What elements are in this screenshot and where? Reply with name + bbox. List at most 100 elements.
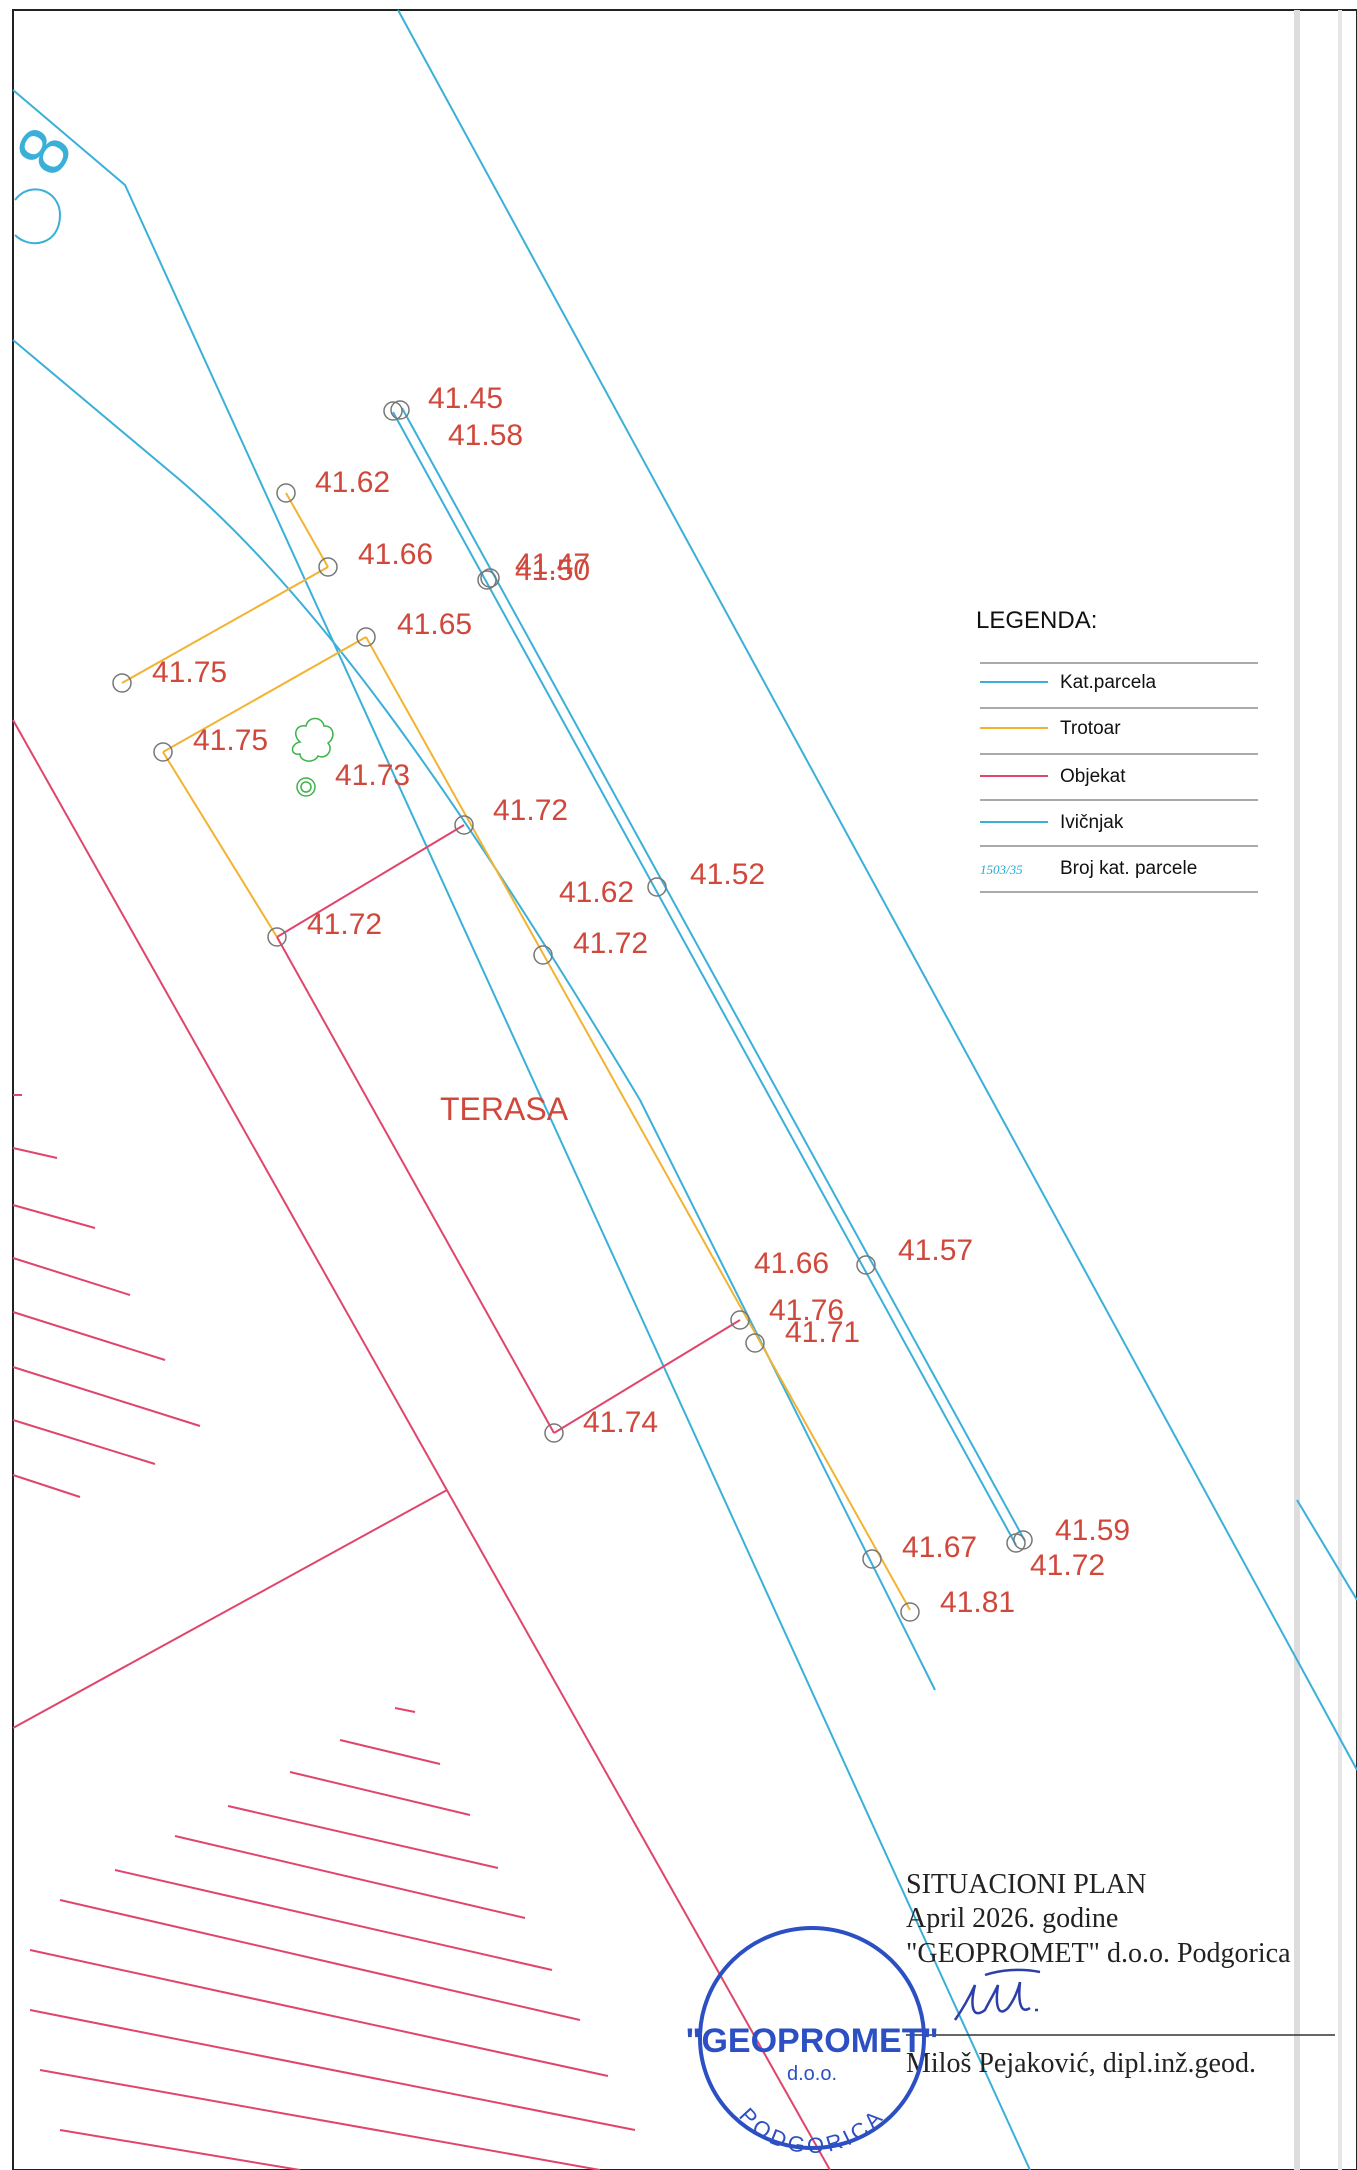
hatch-line [227,1805,499,1869]
elevation-label: 41.72 [1030,1549,1105,1582]
elevation-label: 41.74 [583,1406,658,1439]
curb-line [392,411,1017,1546]
elevation-labels: 41.45 41.58 41.62 41.66 41.47 41.50 41.6… [152,382,1130,1619]
legend: LEGENDA: Kat.parcela Trotoar Objekat Ivi… [976,607,1258,893]
parcel-boundary [397,9,1357,1771]
stamp-outer-ring [698,1926,926,2150]
elevation-label: 41.57 [898,1234,973,1267]
survey-points [112,400,1033,1622]
tree-icon [291,717,334,797]
stamp-sub: d.o.o. [787,2063,837,2085]
stamp-name: "GEOPROMET" [685,2022,938,2060]
map-frame [12,9,1357,2170]
survey-point [647,877,667,897]
survey-point [383,401,403,421]
legend-label-ivicnjak: Ivičnjak [1060,812,1124,833]
hatch-line [114,1869,553,1971]
title-block: SITUACIONI PLAN April 2026. godine "GEOP… [906,1869,1335,2079]
survey-point [454,815,474,835]
hatch-line [29,2009,636,2131]
elevation-label: 41.76 [769,1294,844,1327]
elevation-label: 41.52 [690,858,765,891]
building-edge [276,936,555,1434]
parcel-number-circle [14,188,62,245]
survey-point [856,1255,876,1275]
sidewalk-edge [285,492,329,568]
elevation-label: 41.73 [335,759,410,792]
survey-point [480,568,500,588]
elevation-label: 41.62 [559,876,634,909]
signature [953,1968,1041,2021]
survey-point [318,557,338,577]
survey-point [356,627,376,647]
tree-crown [291,717,334,762]
survey-point [112,673,132,693]
elevation-label: 41.72 [573,927,648,960]
ivicnjak-lines [392,407,1026,1546]
sidewalk-edge [121,566,329,684]
sidewalk-edge [162,636,367,753]
elevation-label: 41.58 [448,419,523,452]
parcel-boundary [12,339,936,1691]
trotoar-lines [121,492,911,1611]
building-hatch [12,1094,636,2170]
kat-parcela-lines [12,9,1357,2170]
hatch-line [12,1474,81,1498]
curb-line [401,407,1026,1542]
elevation-label: 41.75 [152,656,227,689]
building-edge [276,824,465,938]
tree-trunk-point [296,777,316,797]
plan-title: SITUACIONI PLAN [906,1869,1146,1900]
elevation-label: 41.47 [515,548,590,581]
legend-label-broj-parcele: Broj kat. parcele [1060,858,1197,879]
elevation-label: 41.71 [785,1316,860,1349]
elevation-label: 41.72 [493,794,568,827]
company-stamp: "GEOPROMET" d.o.o. PODGORICA [685,1926,939,2159]
survey-point [390,400,410,420]
objekat-lines [12,719,831,2170]
elevation-label: 41.67 [902,1531,977,1564]
survey-point [862,1549,882,1569]
elevation-label: 41.72 [307,908,382,941]
hatch-line [12,1311,166,1361]
survey-point [900,1602,920,1622]
hatch-line [12,1147,58,1159]
survey-point [1013,1530,1033,1550]
sidewalk-edge [162,751,278,938]
survey-point [533,945,553,965]
elevation-label: 41.50 [515,554,590,587]
hatch-line [12,1204,96,1229]
hatch-line [12,1257,131,1296]
survey-point [267,927,287,947]
elevation-label: 41.62 [315,466,390,499]
hatch-line [12,1419,156,1465]
parcel-boundary [1296,1499,1357,1601]
building-edge [12,1489,448,1729]
elevation-label: 41.45 [428,382,503,415]
parcel-boundary [12,89,1031,2170]
survey-point [544,1423,564,1443]
sidewalk-edge [365,636,911,1611]
hatch-line [39,2069,601,2170]
hatch-line [29,1949,609,2077]
plan-date: April 2026. godine [906,1903,1118,1934]
elevation-label: 41.65 [397,608,472,641]
hatch-line [12,1366,201,1427]
stamp-city: PODGORICA [734,2103,889,2159]
legend-title: LEGENDA: [976,607,1097,634]
hatch-line [339,1739,441,1765]
survey-point [730,1310,750,1330]
building-edge [12,719,831,2170]
elevation-label: 41.66 [358,538,433,571]
survey-point [477,570,497,590]
hatch-line [59,1899,581,2021]
elevation-label: 41.66 [754,1247,829,1280]
signer-name: Miloš Pejaković, dipl.inž.geod. [906,2048,1256,2079]
legend-label-kat-parcela: Kat.parcela [1060,672,1157,693]
survey-point [276,483,296,503]
elevation-label: 41.75 [193,724,268,757]
legend-sample-broj-parcele: 1503/35 [980,862,1023,877]
legend-label-trotoar: Trotoar [1060,718,1121,739]
survey-point [153,742,173,762]
